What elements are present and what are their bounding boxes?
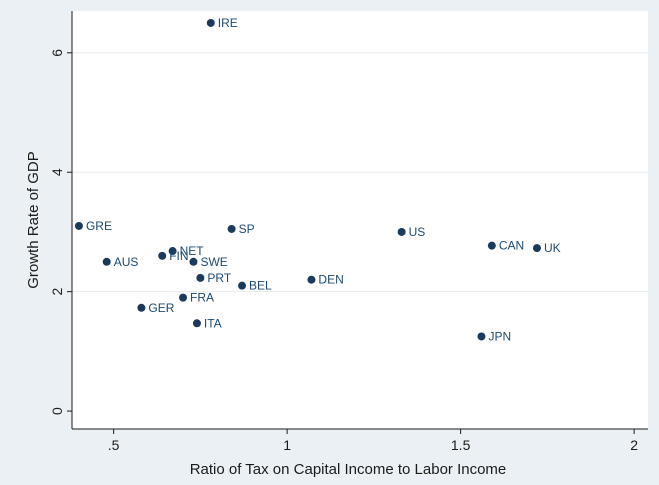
x-tick-label: .5 <box>108 437 120 453</box>
data-point <box>189 257 198 266</box>
data-point <box>158 251 167 260</box>
x-axis-title: Ratio of Tax on Capital Income to Labor … <box>190 461 507 478</box>
data-point <box>532 244 541 253</box>
data-point <box>227 224 236 233</box>
data-point <box>307 275 316 284</box>
y-tick-label: 0 <box>49 407 65 415</box>
point-label: UK <box>544 241 561 255</box>
x-tick-label: 2 <box>630 437 638 453</box>
point-label: SP <box>239 222 255 236</box>
point-label: FRA <box>190 291 214 305</box>
y-tick-label: 4 <box>49 168 65 176</box>
data-point <box>397 227 406 236</box>
gridlines <box>72 52 648 293</box>
data-point <box>196 273 205 282</box>
data-point <box>487 241 496 250</box>
point-label: DEN <box>318 273 343 287</box>
point-label: GRE <box>86 219 112 233</box>
point-label: US <box>409 225 426 239</box>
point-label: ITA <box>204 316 222 330</box>
y-axis-title: Growth Rate of GDP <box>25 151 42 289</box>
point-label: AUS <box>114 255 139 269</box>
point-label: IRE <box>218 16 238 30</box>
axes <box>71 11 648 430</box>
data-point <box>238 281 247 290</box>
tick-marks: 0 2 4 6 .5 1 1.5 2 <box>49 49 638 453</box>
point-label: BEL <box>249 279 272 293</box>
point-label: GER <box>148 301 174 315</box>
data-point <box>102 257 111 266</box>
point-label: JPN <box>488 329 511 343</box>
point-label: NET <box>180 244 205 258</box>
data-point <box>137 303 146 312</box>
data-point <box>192 319 201 328</box>
data-point <box>168 247 177 256</box>
data-point <box>206 18 215 27</box>
y-tick-label: 2 <box>49 288 65 296</box>
data-point <box>179 293 188 302</box>
point-label: CAN <box>499 239 524 253</box>
plot-area <box>72 11 648 429</box>
x-tick-label: 1.5 <box>451 437 471 453</box>
y-tick-label: 6 <box>49 49 65 57</box>
point-label: FIN <box>169 249 188 263</box>
point-label: SWE <box>200 255 227 269</box>
x-tick-label: 1 <box>283 437 291 453</box>
data-point <box>477 332 486 341</box>
point-label: PRT <box>207 271 231 285</box>
data-point <box>74 221 83 230</box>
